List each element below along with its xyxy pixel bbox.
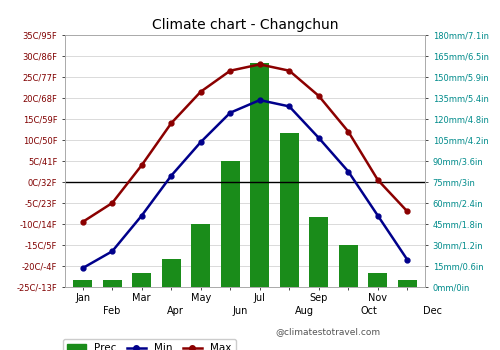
Text: @climatestotravel.com: @climatestotravel.com xyxy=(275,327,380,336)
Bar xyxy=(102,280,122,287)
Bar xyxy=(220,161,240,287)
Legend: Prec, Min, Max: Prec, Min, Max xyxy=(63,339,236,350)
Bar xyxy=(338,245,358,287)
Text: Oct: Oct xyxy=(360,306,377,316)
Text: Aug: Aug xyxy=(295,306,314,316)
Text: Dec: Dec xyxy=(424,306,442,316)
Bar xyxy=(280,133,299,287)
Bar xyxy=(162,259,181,287)
Text: Jun: Jun xyxy=(232,306,248,316)
Bar xyxy=(191,224,210,287)
Bar xyxy=(73,280,92,287)
Bar xyxy=(309,217,328,287)
Text: Apr: Apr xyxy=(168,306,184,316)
Text: Feb: Feb xyxy=(103,306,120,316)
Bar xyxy=(368,273,388,287)
Bar xyxy=(132,273,152,287)
Title: Climate chart - Changchun: Climate chart - Changchun xyxy=(152,19,338,33)
Bar xyxy=(250,63,270,287)
Bar xyxy=(398,280,417,287)
